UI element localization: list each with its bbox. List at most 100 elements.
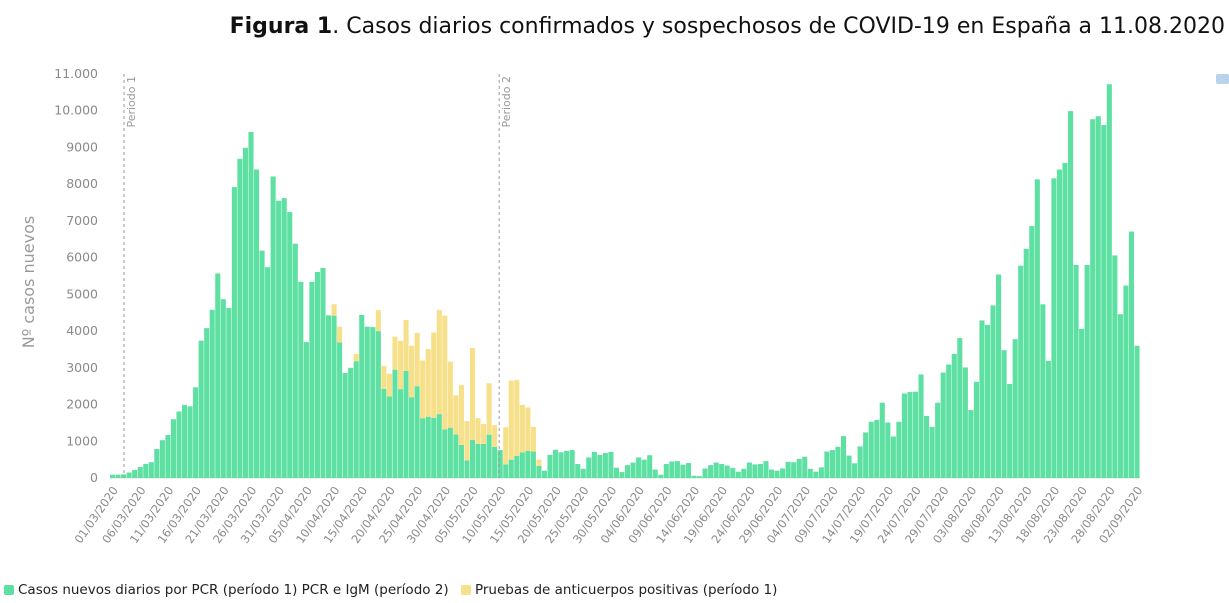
bar-pcr — [447, 427, 453, 478]
bar-pcr — [973, 381, 979, 478]
y-tick-label: 4000 — [66, 323, 98, 338]
bar-pcr — [469, 439, 476, 478]
bar-pcr — [342, 372, 348, 478]
bar-pcr — [763, 461, 769, 478]
bar-pcr — [757, 464, 763, 478]
y-tick-label: 5000 — [66, 286, 98, 301]
bar-pcr — [359, 314, 365, 478]
bar-pcr — [984, 324, 991, 478]
legend-label-antibodies: Pruebas de anticuerpos positivas (períod… — [474, 582, 778, 598]
bar-pcr — [613, 467, 620, 478]
bar-pcr — [220, 299, 226, 478]
bar-pcr — [298, 281, 304, 478]
bar-pcr — [503, 464, 509, 478]
bar-pcr — [879, 402, 885, 478]
bar-pcr — [575, 464, 581, 478]
bar-pcr — [680, 464, 686, 478]
bar-pcr — [115, 474, 121, 478]
bar-antibodies — [425, 349, 431, 417]
chart-title-bold: Figura 1 — [229, 14, 333, 39]
bar-antibodies — [503, 427, 509, 465]
bar-pcr — [309, 281, 315, 478]
bar-antibodies — [469, 347, 476, 440]
bar-pcr — [1023, 248, 1029, 478]
bar-pcr — [397, 389, 404, 478]
bar-pcr — [724, 465, 730, 478]
bar-pcr — [768, 469, 775, 478]
bar-pcr — [719, 464, 725, 478]
bar-pcr — [979, 320, 985, 478]
bar-pcr — [370, 327, 376, 478]
bar-pcr — [674, 461, 680, 478]
bar-pcr — [392, 369, 398, 478]
legend: Casos nuevos diarios por PCR (período 1)… — [4, 582, 785, 598]
bar-pcr — [170, 419, 176, 478]
legend-swatch-antibodies — [460, 585, 471, 595]
legend-marker-fragment — [1216, 74, 1229, 84]
bar-pcr — [193, 387, 199, 478]
bar-pcr — [375, 331, 381, 478]
bar-pcr — [431, 417, 437, 478]
bar-pcr — [1128, 231, 1135, 478]
legend-item-pcr: Casos nuevos diarios por PCR (período 1)… — [4, 582, 449, 598]
y-tick-label: 10.000 — [54, 103, 98, 118]
bar-pcr — [946, 364, 952, 478]
bar-pcr — [320, 267, 326, 478]
bar-pcr — [132, 469, 138, 478]
y-tick-label: 2000 — [66, 397, 98, 412]
bar-pcr — [414, 386, 420, 478]
bar-pcr — [1106, 84, 1112, 478]
bar-pcr — [835, 446, 841, 478]
bar-pcr — [1084, 264, 1090, 478]
bar-pcr — [840, 436, 847, 478]
bar-pcr — [386, 396, 392, 478]
bar-pcr — [481, 443, 487, 478]
bar-pcr — [204, 328, 210, 478]
bar-pcr — [868, 421, 874, 478]
bar-antibodies — [431, 332, 437, 418]
bar-pcr — [497, 450, 503, 478]
bar-pcr — [1001, 350, 1007, 478]
bar-antibodies — [453, 395, 459, 435]
bar-antibodies — [514, 379, 520, 456]
bar-pcr — [1101, 125, 1107, 479]
bar-pcr — [381, 388, 387, 478]
bar-pcr — [586, 457, 592, 478]
legend-label-pcr: Casos nuevos diarios por PCR (período 1)… — [18, 582, 449, 598]
bar-pcr — [1068, 111, 1074, 478]
bar-pcr — [774, 470, 780, 478]
bar-pcr — [564, 450, 570, 478]
bar-pcr — [231, 187, 237, 478]
bar-pcr — [215, 273, 221, 478]
y-tick-label: 3000 — [66, 360, 98, 375]
bar-pcr — [514, 455, 520, 478]
bar-pcr — [1051, 178, 1057, 478]
bar-pcr — [708, 465, 714, 478]
bar-pcr — [425, 416, 431, 478]
bar-pcr — [780, 468, 786, 478]
bar-pcr — [337, 342, 343, 478]
bar-pcr — [1029, 226, 1035, 478]
bar-pcr — [785, 461, 791, 478]
bar-pcr — [536, 465, 542, 478]
bar-antibodies — [475, 418, 481, 444]
bar-antibodies — [337, 326, 343, 343]
bar-pcr — [159, 440, 165, 478]
y-tick-label: 8000 — [66, 176, 98, 191]
chart: 0 1000 2000 3000 4000 5000 6000 7000 8000 9000 10.… — [19, 66, 1145, 546]
bar-pcr — [242, 147, 248, 478]
bar-pcr — [608, 451, 614, 478]
bar-pcr — [896, 421, 902, 478]
bar-pcr — [492, 446, 498, 478]
bar-pcr — [442, 429, 448, 478]
bar-pcr — [148, 462, 154, 478]
bar-pcr — [580, 468, 586, 478]
bar-pcr — [530, 451, 536, 478]
bar-pcr — [403, 370, 409, 478]
bar-pcr — [1012, 339, 1018, 478]
bar-pcr — [663, 464, 669, 478]
bar-pcr — [464, 460, 470, 478]
bar-pcr — [791, 462, 797, 478]
bar-pcr — [907, 392, 913, 478]
bar-pcr — [1073, 264, 1079, 478]
